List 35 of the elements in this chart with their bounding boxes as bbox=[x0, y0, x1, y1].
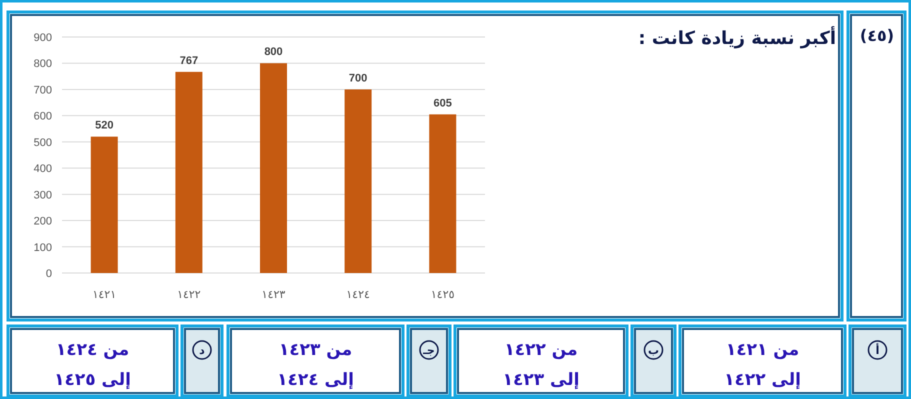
x-tick-label: ١٤٢٥ bbox=[430, 288, 455, 301]
x-tick-label: ١٤٢١ bbox=[92, 288, 116, 301]
text: جـ bbox=[422, 344, 435, 357]
y-tick-label: 800 bbox=[34, 58, 52, 70]
data-label: 700 bbox=[348, 72, 368, 84]
y-tick-label: 400 bbox=[34, 163, 52, 176]
text: من ١٤٢٢ إلى ١٤٢٣ bbox=[502, 340, 580, 390]
y-tick-label: 900 bbox=[34, 32, 52, 44]
text: أكبر نسبة زيادة كانت : bbox=[638, 26, 836, 49]
text: د bbox=[199, 344, 206, 357]
text: من ١٤٢٤ إلى ١٤٢٥ bbox=[54, 340, 131, 390]
y-tick-label: 300 bbox=[34, 189, 52, 202]
text: من ١٤٢٣ إلى ١٤٢٤ bbox=[277, 340, 354, 390]
y-tick-label: 0 bbox=[46, 268, 52, 280]
y-tick-label: 600 bbox=[34, 110, 52, 123]
bar bbox=[344, 89, 372, 273]
text: ب bbox=[648, 344, 660, 357]
x-tick-label: ١٤٢٣ bbox=[262, 288, 286, 301]
bar bbox=[260, 63, 287, 273]
bar bbox=[90, 136, 118, 273]
bar bbox=[175, 72, 202, 273]
y-tick-label: 500 bbox=[34, 136, 52, 149]
text: (٤٥) bbox=[860, 26, 894, 45]
x-tick-label: ١٤٢٢ bbox=[177, 288, 201, 301]
data-label: 520 bbox=[95, 120, 114, 132]
y-tick-label: 700 bbox=[34, 84, 52, 96]
text: أ bbox=[876, 343, 880, 357]
data-label: 605 bbox=[434, 97, 452, 110]
data-label: 800 bbox=[264, 46, 283, 58]
bar bbox=[429, 114, 456, 273]
y-tick-label: 100 bbox=[34, 242, 52, 254]
data-label: 767 bbox=[180, 54, 198, 67]
x-tick-label: ١٤٢٤ bbox=[346, 288, 370, 301]
y-tick-label: 200 bbox=[34, 216, 52, 228]
text: من ١٤٢١ إلى ١٤٢٢ bbox=[724, 340, 801, 390]
